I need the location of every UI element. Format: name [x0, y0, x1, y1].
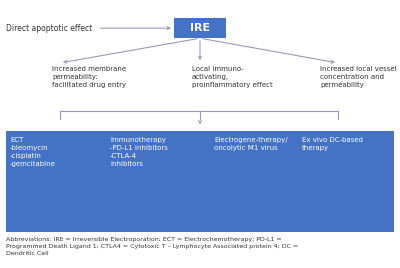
Text: Local immuno-
activating,
proinflammatory effect: Local immuno- activating, proinflammator…: [192, 66, 273, 88]
Text: Increased membrane
permeability:
facilitated drug entry: Increased membrane permeability: facilit…: [52, 66, 126, 88]
Text: Immunotherapy
-PD-L1 inhibitors
-CTLA-4
inhibitors: Immunotherapy -PD-L1 inhibitors -CTLA-4 …: [110, 137, 168, 167]
Bar: [174, 18, 226, 38]
Text: Ex vivo DC-based
therapy: Ex vivo DC-based therapy: [302, 137, 363, 151]
Text: IRE: IRE: [190, 23, 210, 33]
Text: Direct apoptotic effect: Direct apoptotic effect: [6, 24, 92, 33]
Text: Electrogene-therapy/
oncolytic M1 virus: Electrogene-therapy/ oncolytic M1 virus: [214, 137, 288, 151]
Text: Increased local vessel
concentration and
permeability: Increased local vessel concentration and…: [320, 66, 397, 88]
Text: Abbreviations: IRE = Irreversible Electroporation; ECT = Electrochemotherapy; PD: Abbreviations: IRE = Irreversible Electr…: [6, 237, 298, 256]
Text: ECT
-bleomycin
-cisplatin
-gemcitabine: ECT -bleomycin -cisplatin -gemcitabine: [10, 137, 56, 167]
Bar: [6, 131, 394, 232]
